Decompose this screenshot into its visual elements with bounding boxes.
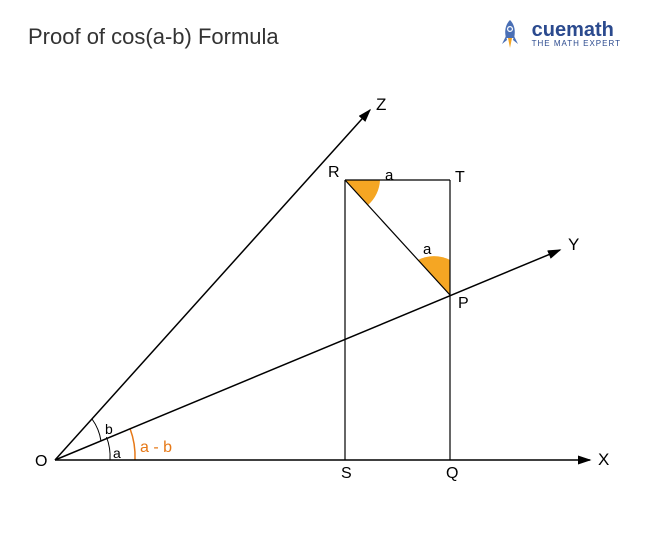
arc-a-minus-b [130,429,135,461]
angle-fill-R [345,180,380,205]
angle-label-R: a [385,167,394,184]
label-S: S [341,465,352,482]
label-R: R [328,164,340,181]
logo-main-text: cuemath [532,20,621,40]
angle-label-P: a [423,241,432,258]
label-T: T [455,169,465,186]
label-X: X [598,450,609,469]
label-P: P [458,295,469,312]
geometry-diagram: O S Q P T R X Y Z a b a - b a a [0,70,649,530]
rocket-icon [494,18,526,50]
logo-sub-text: THE MATH EXPERT [532,40,621,48]
label-Z: Z [376,95,386,114]
label-O: O [35,453,47,470]
angle-label-b-origin: b [105,421,113,437]
angle-label-a-minus-b: a - b [140,439,172,456]
page-title: Proof of cos(a-b) Formula [28,24,279,50]
arc-b [92,419,101,441]
arc-a [107,437,111,460]
axis-Y [55,250,560,460]
label-Q: Q [446,465,458,482]
angle-label-a-origin: a [113,445,121,461]
logo: cuemath THE MATH EXPERT [494,18,621,50]
label-Y: Y [568,235,579,254]
line-RP [345,180,450,295]
axis-Z [55,110,370,460]
